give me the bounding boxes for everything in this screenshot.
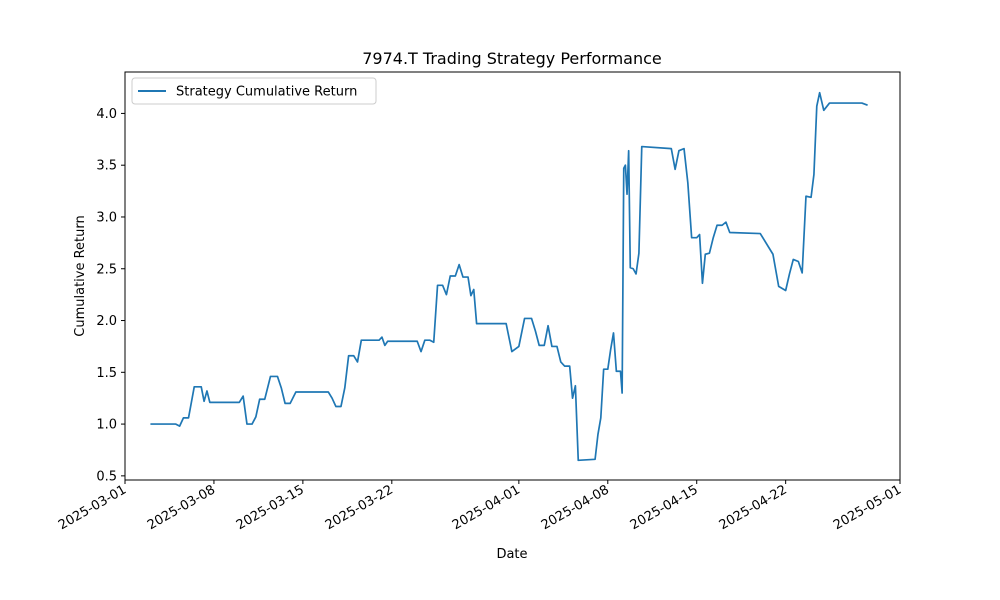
line-layer — [150, 91, 868, 462]
chart-title: 7974.T Trading Strategy Performance — [362, 49, 661, 68]
legend-box — [131, 77, 377, 105]
y-axis-label: Cumulative Return — [73, 215, 88, 336]
x-axis-label: Date — [496, 547, 527, 562]
y-tick-label: 1.0 — [96, 418, 117, 433]
legend-label: Strategy Cumulative Return — [176, 85, 357, 100]
y-tick-label: 0.5 — [96, 469, 117, 484]
y-tick-label: 1.5 — [96, 366, 117, 381]
legend: Strategy Cumulative Return — [131, 77, 377, 105]
plot-frame — [124, 71, 901, 481]
y-tick-label: 3.5 — [96, 159, 117, 174]
y-tick-label: 4.0 — [96, 107, 117, 122]
y-tick-label: 3.0 — [96, 210, 117, 225]
y-axis: 0.5 1.0 1.5 2.0 2.5 3.0 3.5 4.0 — [96, 107, 125, 484]
y-tick-label: 2.0 — [96, 314, 117, 329]
series-line-0 — [150, 91, 868, 462]
plot-area — [124, 71, 901, 481]
y-tick-label: 2.5 — [96, 262, 117, 277]
